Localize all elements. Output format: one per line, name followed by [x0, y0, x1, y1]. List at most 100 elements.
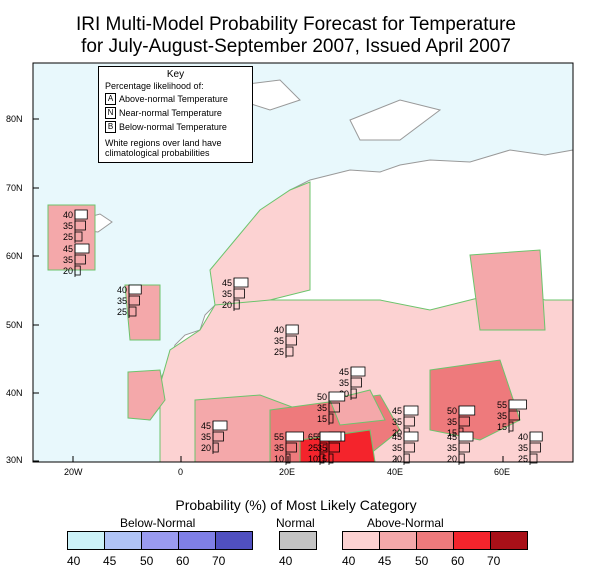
station-value-above: 45 — [63, 244, 73, 254]
station-bar-above — [350, 366, 366, 377]
station-value-below: 10 — [274, 454, 284, 464]
legend-swatch-above-60 — [454, 532, 491, 549]
legend-swatch-below-50 — [142, 532, 179, 549]
station-value-near: 35 — [201, 432, 211, 442]
station-value-near: 35 — [117, 296, 127, 306]
legend-tick: 50 — [140, 554, 154, 568]
legend-swatch-below-60 — [179, 532, 216, 549]
station-value-below: 25 — [63, 232, 73, 242]
lon-label-20w: 20W — [64, 467, 83, 477]
station-bar-above — [285, 324, 299, 335]
legend-title: Probability (%) of Most Likely Category — [175, 497, 417, 513]
station-value-near: 35 — [274, 443, 284, 453]
legend-above-label: Above-Normal — [367, 516, 444, 530]
legend-tick: 45 — [103, 554, 117, 568]
station-bar-above — [328, 391, 346, 402]
station-value-near: 35 — [222, 289, 232, 299]
lon-label-40e: 40E — [387, 467, 404, 477]
key-title: Key — [166, 69, 185, 80]
station-value-near: 35 — [339, 378, 349, 388]
lat-label-70n: 70N — [6, 183, 23, 193]
legend-below-label: Below-Normal — [120, 516, 196, 530]
legend-swatch-below-70 — [216, 532, 252, 549]
key-note: White regions over land have climatologi… — [105, 138, 222, 158]
key-item-below: B Below-normal Temperature — [105, 121, 252, 133]
station-bar-above — [529, 431, 543, 442]
key-subtitle: Percentage likelihood of: — [105, 81, 204, 91]
station-value-below: 25 — [117, 307, 127, 317]
map-key: Key Percentage likelihood of: A Above-no… — [98, 66, 253, 163]
legend-tick: 60 — [176, 554, 190, 568]
station-value-above: 45 — [201, 421, 211, 431]
station-bar-above — [508, 399, 527, 410]
station-value-above: 55 — [497, 400, 507, 410]
station-value-near: 35 — [447, 443, 457, 453]
key-letter-b: B — [105, 121, 116, 133]
station-bar-above — [74, 243, 90, 254]
station-value-above: 40 — [117, 285, 127, 295]
station-bar-above — [403, 431, 419, 442]
station-value-near: 35 — [392, 443, 402, 453]
station-value-above: 45 — [392, 432, 402, 442]
lon-label-0: 0 — [178, 467, 184, 477]
station-value-above: 45 — [392, 406, 402, 416]
legend-tick: 40 — [67, 554, 81, 568]
legend-swatch-normal-40 — [280, 532, 316, 549]
station-value-below: 15 — [317, 454, 327, 464]
station-value-below: 15 — [447, 428, 457, 438]
station-value-below: 20 — [63, 266, 73, 276]
station-value-near: 35 — [63, 221, 73, 231]
legend-normal-label: Normal — [276, 516, 315, 530]
legend-below-bar — [67, 531, 253, 550]
station-value-below: 20 — [447, 454, 457, 464]
legend-swatch-above-40 — [343, 532, 380, 549]
legend-tick: 70 — [487, 554, 501, 568]
station-bar-above — [458, 405, 476, 416]
station-bar-above — [403, 405, 419, 416]
key-label-above: Above-normal Temperature — [119, 94, 228, 104]
station-value-above: 50 — [317, 392, 327, 402]
station-value-above: 40 — [63, 210, 73, 220]
shade-central-asia — [469, 249, 546, 331]
station-value-below: 20 — [201, 443, 211, 453]
station-bar-above — [285, 431, 304, 442]
station-value-near: 35 — [317, 443, 327, 453]
station-value-above: 40 — [518, 432, 528, 442]
legend-swatch-above-45 — [380, 532, 417, 549]
lat-label-80n: 80N — [6, 114, 23, 124]
lon-label-60e: 60E — [494, 467, 511, 477]
station-value-near: 35 — [63, 255, 73, 265]
station-value-near: 35 — [497, 411, 507, 421]
legend-swatch-above-50 — [417, 532, 454, 549]
station-value-above: 50 — [447, 406, 457, 416]
station-value-below: 25 — [274, 347, 284, 357]
legend-above-bar — [342, 531, 528, 550]
station-value-above: 45 — [447, 432, 457, 442]
lat-label-60n: 60N — [6, 251, 23, 261]
station-bar-above — [74, 209, 88, 220]
map-frame — [32, 62, 574, 463]
shade-iberia — [127, 369, 166, 421]
station-value-near: 35 — [447, 417, 457, 427]
station-value-below: 15 — [317, 414, 327, 424]
shade-uk — [124, 284, 161, 341]
key-label-near: Near-normal Temperature — [119, 108, 222, 118]
station-bar-above — [128, 284, 142, 295]
station-stacks: 4035254535204035254535204035254535205035… — [63, 209, 543, 465]
key-letter-n: N — [105, 107, 116, 119]
legend-swatch-below-40 — [68, 532, 105, 549]
graticule-ticks — [33, 118, 504, 462]
station-value-near: 35 — [392, 417, 402, 427]
key-label-below: Below-normal Temperature — [119, 122, 227, 132]
lat-label-30n: 30N — [6, 455, 23, 465]
station-bar-above — [233, 277, 249, 288]
